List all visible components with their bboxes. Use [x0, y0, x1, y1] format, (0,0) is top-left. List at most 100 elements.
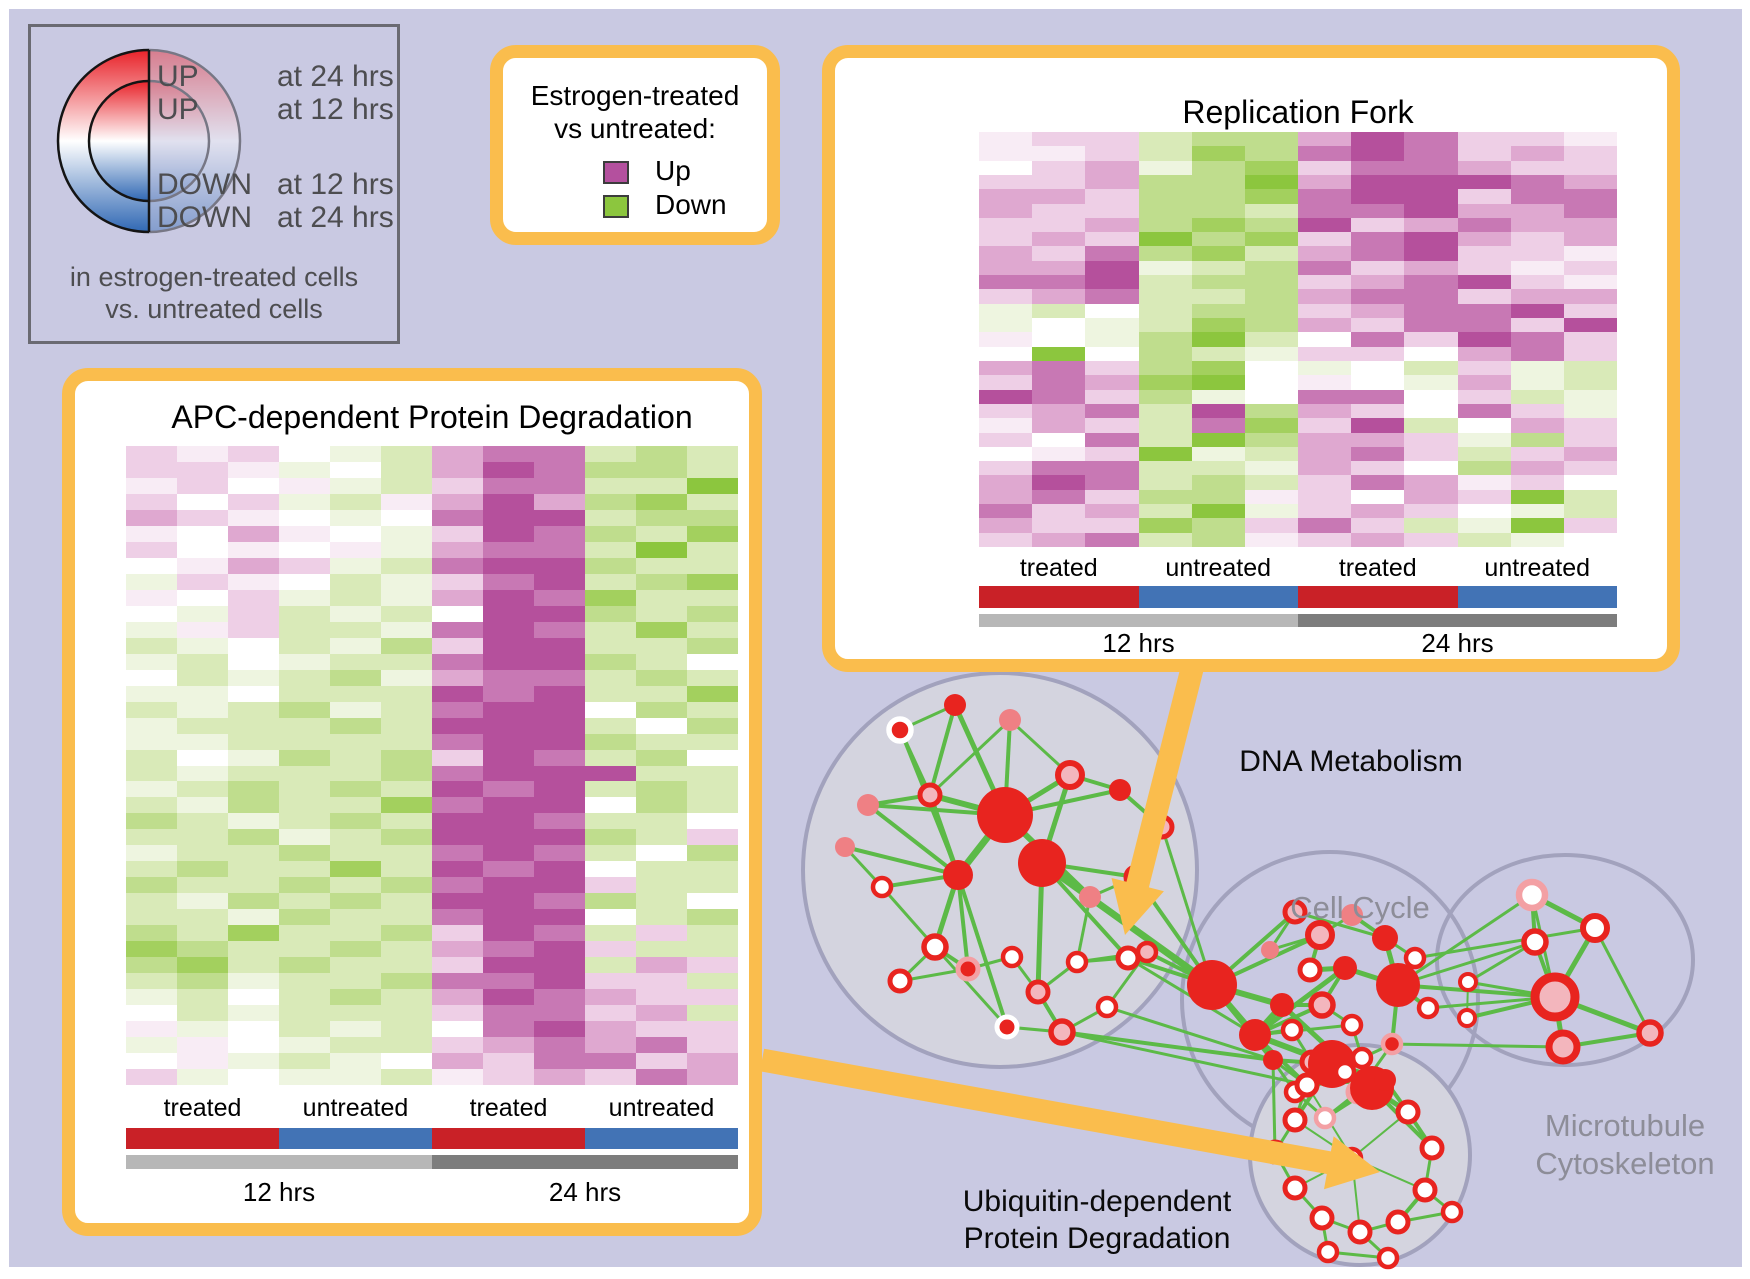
heatmap-cell [1138, 318, 1192, 333]
heatmap-cell [177, 557, 228, 574]
heatmap-cell [177, 493, 228, 510]
heatmap-cell [483, 781, 534, 798]
heatmap-cell [1563, 232, 1617, 247]
heatmap-cell [1244, 174, 1298, 190]
network-node [1025, 979, 1051, 1005]
heatmap-cell [1138, 146, 1192, 161]
heatmap-cell [330, 1069, 381, 1085]
heatmap-cell [483, 765, 534, 782]
heatmap-cell [381, 1053, 432, 1070]
heatmap-cell [1457, 174, 1511, 190]
heatmap-cell [279, 605, 330, 622]
heatmap-cell [1244, 432, 1298, 447]
heatmap-cell [279, 829, 330, 846]
heatmap-cell [979, 489, 1033, 505]
heatmap-cell [1191, 189, 1245, 204]
heatmap-cell [1457, 389, 1511, 404]
connector-arrow [1111, 662, 1205, 935]
network-node [1636, 1019, 1664, 1047]
heatmap-cell [330, 797, 381, 814]
network-node [1333, 1060, 1357, 1084]
heatmap-cell [381, 1069, 432, 1085]
heatmap-cell [687, 637, 738, 654]
network-edge [1061, 1030, 1274, 1062]
heatmap-cell [228, 765, 279, 782]
heatmap-cell [330, 1053, 381, 1070]
heatmap-cell [483, 1021, 534, 1038]
heatmap-cell [1510, 403, 1564, 419]
network-node [1282, 899, 1308, 925]
heatmap-cell [979, 418, 1033, 433]
heatmap-cell [1191, 174, 1245, 190]
heatmap-cell [228, 669, 279, 686]
heatmap-cell [1457, 403, 1511, 419]
heatmap-cell [1351, 217, 1405, 233]
heatmap-cell [381, 589, 432, 606]
heatmap-cell [636, 717, 687, 734]
heatmap-cell [534, 909, 585, 926]
heatmap-cell [1191, 489, 1245, 505]
heatmap-cell [177, 765, 228, 782]
network-node [1261, 941, 1279, 959]
heatmap-cell [126, 669, 177, 686]
heatmap-cell [585, 1037, 636, 1054]
heatmap-cell [585, 909, 636, 926]
heatmap-cell [1138, 217, 1192, 233]
heatmap-cell [1244, 232, 1298, 247]
heatmap-cell [1563, 532, 1617, 547]
heatmap-cell [1085, 489, 1139, 505]
heatmap-cell [1351, 189, 1405, 204]
heatmap-cell [126, 797, 177, 814]
heatmap-cell [330, 1021, 381, 1038]
network-node [1305, 920, 1335, 950]
heatmap-cell [534, 797, 585, 814]
heatmap-cell [1032, 389, 1086, 404]
heatmap-cell [1138, 203, 1192, 218]
heatmap-cell [483, 1053, 534, 1070]
heatmap-cell [330, 525, 381, 542]
heatmap-cell [177, 1005, 228, 1022]
heatmap-cell [330, 653, 381, 670]
heatmap-cell [279, 446, 330, 462]
rf-sample-label: treated [1019, 554, 1098, 582]
network-node [1115, 945, 1141, 971]
heatmap-cell [1457, 432, 1511, 447]
heatmap-cell [177, 1021, 228, 1038]
heatmap-cell [483, 509, 534, 526]
heatmap-cell [687, 557, 738, 574]
heatmap-cell [228, 446, 279, 462]
legend-dir-down12: DOWN [157, 168, 252, 201]
heatmap-cell [126, 477, 177, 494]
heatmap-cell [432, 781, 483, 798]
heatmap-cell [1457, 360, 1511, 376]
network-node [1239, 1019, 1271, 1051]
network-node [1515, 878, 1549, 912]
heatmap-cell [1457, 275, 1511, 290]
heatmap-cell [228, 893, 279, 910]
legend-dir-up12: UP [157, 93, 199, 126]
apc-time-bar [126, 1155, 738, 1169]
heatmap-cell [1404, 232, 1458, 247]
heatmap-cell [687, 909, 738, 926]
network-edge [1294, 910, 1386, 940]
heatmap-cell [1032, 332, 1086, 347]
heatmap-cell [534, 733, 585, 750]
heatmap-cell [1298, 246, 1352, 261]
network-edge [1414, 926, 1596, 960]
heatmap-cell [1085, 446, 1139, 462]
heatmap-cell [1404, 289, 1458, 304]
legend-caption-line2: vs. untreated cells [105, 294, 323, 324]
heatmap-cell [687, 1069, 738, 1085]
heatmap-cell [1298, 217, 1352, 233]
network-node [1457, 1008, 1477, 1028]
heatmap-cell [585, 733, 636, 750]
heatmap-cell [979, 260, 1033, 276]
heatmap-cell [126, 861, 177, 878]
heatmap-cell [1138, 303, 1192, 319]
heatmap-cell [1510, 489, 1564, 505]
heatmap-cell [177, 845, 228, 862]
heatmap-cell [1510, 289, 1564, 304]
heatmap-cell [483, 925, 534, 942]
heatmap-cell [636, 621, 687, 638]
heatmap-cell [585, 525, 636, 542]
